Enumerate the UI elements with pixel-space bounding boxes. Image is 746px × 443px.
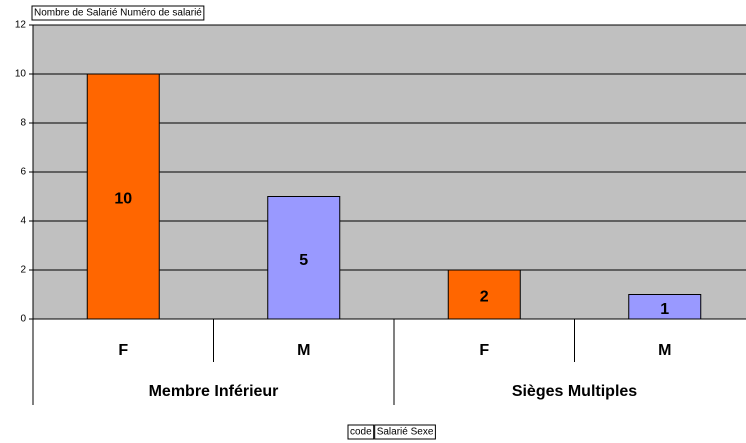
- y-tick-label: 6: [20, 167, 26, 178]
- bar: [628, 294, 702, 320]
- bar: [447, 269, 521, 320]
- field-button[interactable]: [347, 424, 375, 440]
- y-tick-label: 4: [20, 216, 26, 227]
- y-tick-label: 8: [20, 118, 26, 129]
- group-label: Membre Inférieur: [149, 383, 279, 400]
- x-tick-label: F: [118, 342, 128, 359]
- y-tick-label: 12: [15, 20, 27, 31]
- y-tick-label: 10: [15, 69, 27, 80]
- field-button-label: Salarié Sexe: [377, 427, 434, 438]
- field-button[interactable]: [374, 424, 436, 440]
- data-label: 2: [480, 289, 489, 306]
- data-label: 5: [299, 252, 308, 269]
- bar: [267, 196, 341, 320]
- y-tick-label: 2: [20, 265, 26, 276]
- data-label: 1: [660, 301, 669, 318]
- field-button[interactable]: [31, 5, 205, 21]
- x-tick-label: F: [479, 342, 489, 359]
- y-tick-label: 0: [20, 314, 26, 325]
- field-button-label: code: [350, 427, 372, 438]
- field-button-label: Nombre de Salarié Numéro de salarié: [34, 8, 202, 19]
- bar: [86, 73, 160, 320]
- group-label: Sièges Multiples: [512, 383, 637, 400]
- x-tick-label: M: [297, 342, 310, 359]
- data-label: 10: [114, 191, 132, 208]
- x-tick-label: M: [658, 342, 671, 359]
